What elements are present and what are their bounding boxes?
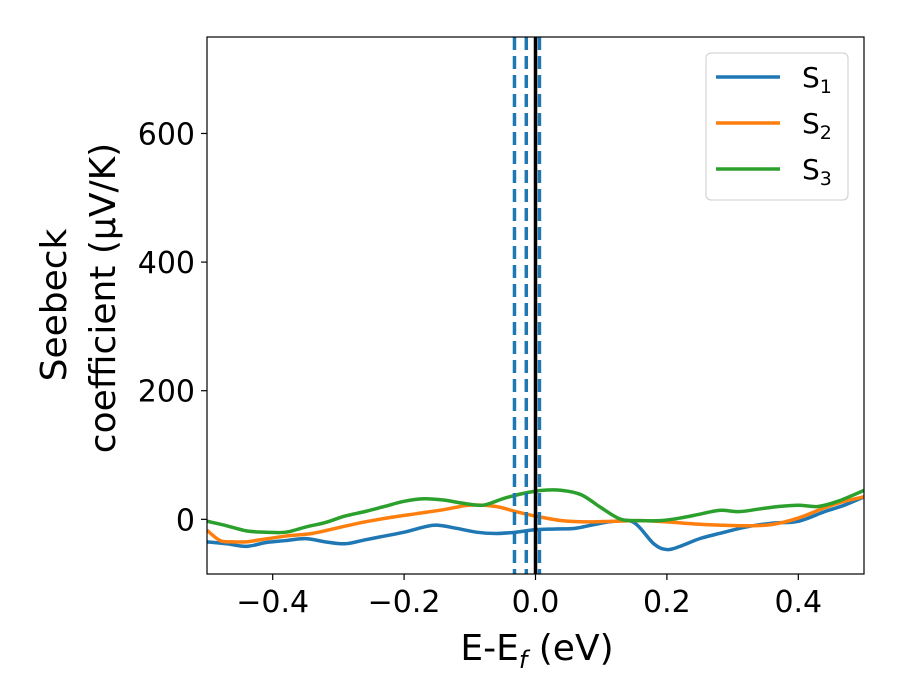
vline-layer: [512, 37, 542, 574]
series-layer: [207, 488, 864, 552]
series-line-s1: [207, 495, 864, 552]
x-axis-label-rest: (eV): [527, 628, 613, 669]
legend-label-s1: S1: [802, 61, 832, 98]
y-tick-label: 400: [138, 246, 195, 281]
y-tick-label: 200: [138, 375, 195, 410]
series-line-s2: [207, 495, 864, 544]
x-axis-label-main: E-E: [460, 628, 518, 669]
y-axis-label-line2: coefficient (μV/K): [83, 143, 124, 453]
legend-box: [705, 52, 849, 201]
y-tick-label: 0: [176, 503, 195, 538]
x-tick-label: 0.2: [643, 585, 691, 620]
legend-label-s2: S2: [802, 107, 832, 144]
x-axis-label: E-Ef (eV): [460, 628, 613, 674]
series-line-s3: [207, 488, 864, 535]
x-tick-label: 0.0: [512, 585, 560, 620]
y-axis-ticks: 0 200 400 600: [138, 117, 207, 538]
legend-label-s3: S3: [802, 153, 832, 190]
x-tick-label: 0.4: [774, 585, 822, 620]
legend: S1 S2 S3: [705, 52, 849, 201]
y-axis-label-line1: Seebeck: [34, 228, 75, 381]
y-tick-label: 600: [138, 117, 195, 152]
x-axis-ticks: −0.4 −0.2 0.0 0.2 0.4: [236, 574, 822, 620]
x-tick-label: −0.2: [368, 585, 441, 620]
x-tick-label: −0.4: [236, 585, 309, 620]
